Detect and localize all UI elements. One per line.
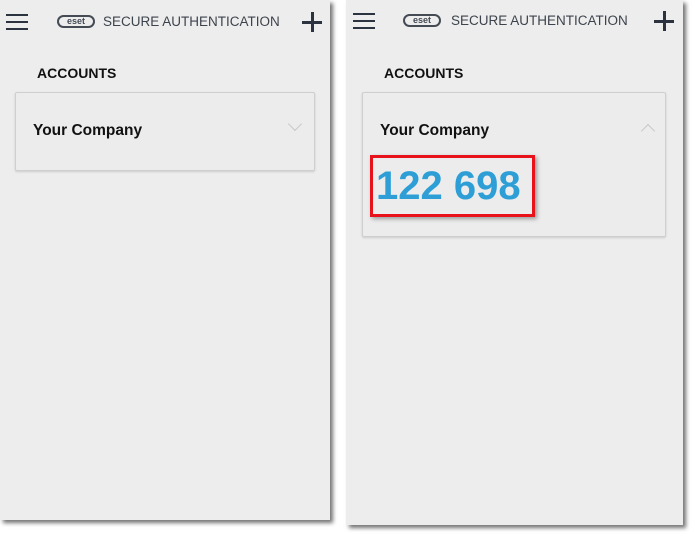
eset-logo: eset (57, 15, 95, 28)
otp-highlight-box: 122 698 (370, 155, 535, 217)
account-name: Your Company (33, 122, 143, 139)
app-screen-expanded: eset SECURE AUTHENTICATION ACCOUNTS Your… (346, 0, 683, 525)
hamburger-icon[interactable] (353, 13, 375, 29)
plus-icon[interactable] (654, 11, 674, 31)
eset-logo: eset (403, 14, 441, 27)
accounts-heading: ACCOUNTS (37, 65, 117, 81)
chevron-up-icon[interactable] (640, 123, 656, 139)
account-name: Your Company (380, 122, 490, 139)
plus-icon[interactable] (302, 12, 322, 32)
app-screen-collapsed: eset SECURE AUTHENTICATION ACCOUNTS Your… (0, 0, 330, 520)
otp-code: 122 698 (376, 164, 521, 208)
account-card[interactable]: Your Company (15, 92, 315, 171)
hamburger-icon[interactable] (6, 14, 28, 30)
accounts-heading: ACCOUNTS (384, 65, 464, 81)
app-title: SECURE AUTHENTICATION (451, 13, 628, 28)
app-title: SECURE AUTHENTICATION (103, 14, 280, 29)
chevron-down-icon[interactable] (287, 116, 303, 132)
account-card[interactable]: Your Company 122 698 (362, 92, 666, 237)
